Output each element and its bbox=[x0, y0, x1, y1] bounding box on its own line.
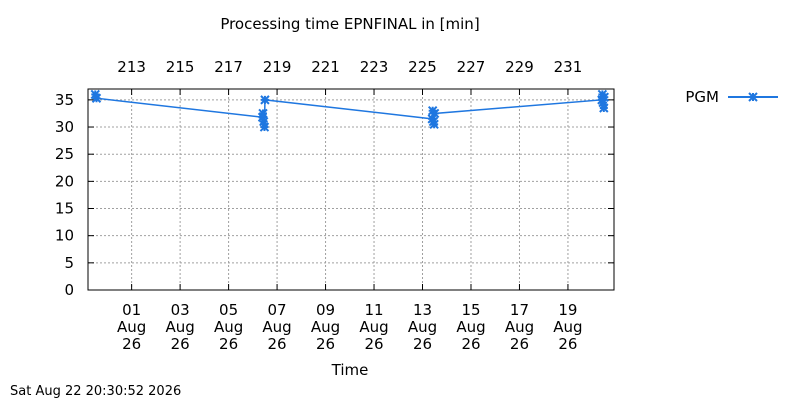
data-point bbox=[599, 92, 610, 102]
x-top-tick-label: 215 bbox=[166, 58, 195, 76]
x-tick-label: 03 bbox=[171, 301, 190, 319]
x-top-tick-label: 225 bbox=[408, 58, 437, 76]
x-tick-label: Aug bbox=[553, 318, 582, 336]
x-top-tick-label: 231 bbox=[554, 58, 583, 76]
x-top-tick-label: 221 bbox=[311, 58, 340, 76]
x-top-tick-label: 223 bbox=[360, 58, 389, 76]
x-top-tick-label: 219 bbox=[263, 58, 292, 76]
x-tick-label: 26 bbox=[510, 335, 529, 353]
x-tick-label: 09 bbox=[316, 301, 335, 319]
legend-marker-glyph bbox=[748, 92, 758, 102]
x-tick-label: 05 bbox=[219, 301, 238, 319]
y-tick-label: 15 bbox=[55, 200, 74, 218]
x-tick-label: 26 bbox=[219, 335, 238, 353]
series-line bbox=[94, 94, 606, 128]
legend: PGM bbox=[685, 88, 778, 106]
x-tick-label: 07 bbox=[268, 301, 287, 319]
x-tick-label: Aug bbox=[408, 318, 437, 336]
data-point bbox=[258, 108, 268, 119]
data-point bbox=[429, 108, 440, 119]
x-tick-label: 26 bbox=[122, 335, 141, 353]
plot-frame bbox=[87, 88, 615, 291]
x-top-tick-label: 229 bbox=[505, 58, 534, 76]
x-tick-label: Aug bbox=[214, 318, 243, 336]
x-top-tick-label: 227 bbox=[457, 58, 486, 76]
x-tick-label: 26 bbox=[268, 335, 287, 353]
y-axis: 0 5 10 15 20 25 30 35 bbox=[55, 91, 614, 299]
y-tick-label: 10 bbox=[55, 227, 74, 245]
data-point bbox=[259, 122, 270, 132]
x-tick-label: 13 bbox=[413, 301, 432, 319]
x-tick-label: Aug bbox=[505, 318, 534, 336]
x-tick-label: 15 bbox=[461, 301, 480, 319]
chart-title: Processing time EPNFINAL in [min] bbox=[220, 15, 479, 33]
y-tick-label: 35 bbox=[55, 91, 74, 109]
x-tick-label: 26 bbox=[171, 335, 190, 353]
x-tick-label: 26 bbox=[364, 335, 383, 353]
x-top-tick-label: 213 bbox=[117, 58, 146, 76]
x-tick-label: 26 bbox=[413, 335, 432, 353]
x-tick-label: Aug bbox=[262, 318, 291, 336]
x-axis-label: Time bbox=[331, 361, 369, 379]
x-tick-label: Aug bbox=[311, 318, 340, 336]
y-tick-label: 30 bbox=[55, 118, 74, 136]
x-top-axis: 213 215 217 219 221 223 225 227 229 231 bbox=[117, 58, 582, 95]
legend-label: PGM bbox=[685, 88, 719, 106]
x-tick-label: 19 bbox=[558, 301, 577, 319]
x-top-tick-label: 217 bbox=[214, 58, 243, 76]
x-tick-label: 11 bbox=[364, 301, 383, 319]
data-point bbox=[429, 119, 439, 130]
x-tick-label: 26 bbox=[316, 335, 335, 353]
data-point bbox=[91, 93, 102, 103]
x-tick-label: Aug bbox=[117, 318, 146, 336]
x-tick-label: 01 bbox=[122, 301, 141, 319]
x-bottom-axis: 01Aug2603Aug2605Aug2607Aug2609Aug2611Aug… bbox=[117, 284, 583, 353]
grid bbox=[88, 89, 614, 290]
y-tick-label: 0 bbox=[64, 281, 74, 299]
data-point bbox=[599, 103, 609, 113]
series-layer bbox=[90, 89, 610, 132]
x-tick-label: Aug bbox=[359, 318, 388, 336]
y-tick-label: 25 bbox=[55, 145, 74, 163]
legend-marker bbox=[748, 92, 758, 102]
data-point bbox=[260, 95, 270, 105]
x-tick-label: Aug bbox=[456, 318, 485, 336]
x-tick-label: 26 bbox=[461, 335, 480, 353]
y-tick-label: 5 bbox=[64, 254, 74, 272]
x-tick-label: 26 bbox=[558, 335, 577, 353]
footer-timestamp: Sat Aug 22 20:30:52 2026 bbox=[10, 384, 181, 399]
x-tick-label: Aug bbox=[165, 318, 194, 336]
y-tick-label: 20 bbox=[55, 172, 74, 190]
x-tick-label: 17 bbox=[510, 301, 529, 319]
